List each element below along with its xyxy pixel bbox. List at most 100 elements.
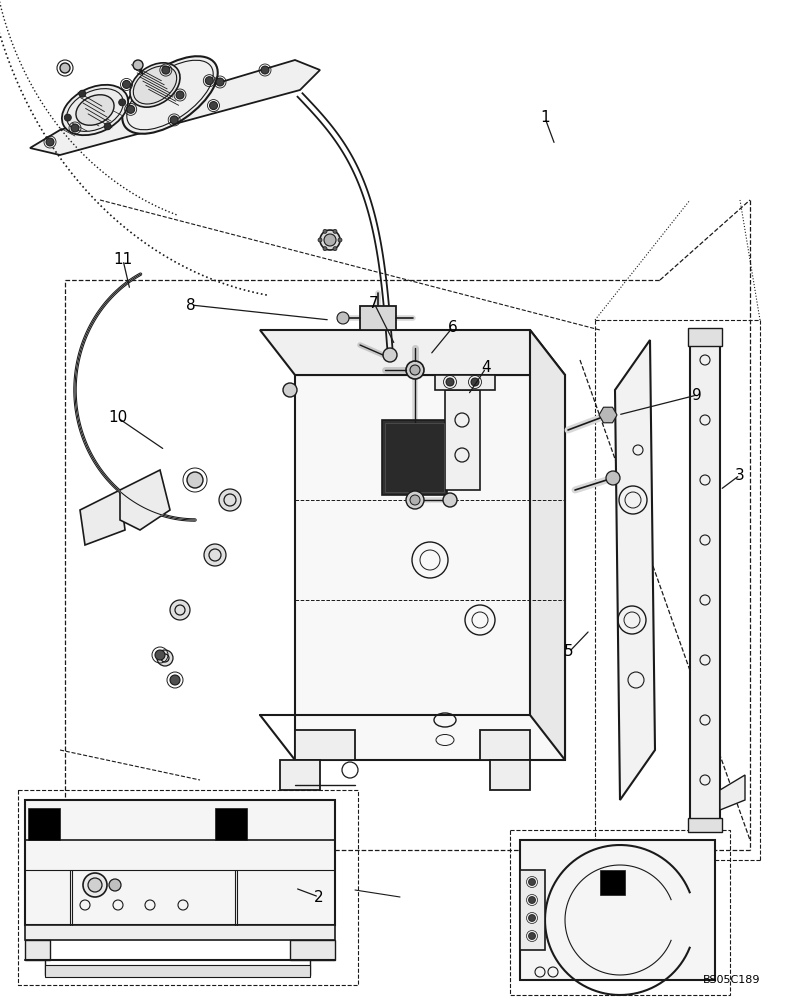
Circle shape — [324, 234, 336, 246]
Bar — [510, 830, 730, 995]
Circle shape — [64, 114, 72, 121]
Circle shape — [157, 650, 173, 666]
Circle shape — [205, 77, 213, 85]
Circle shape — [170, 600, 190, 620]
Polygon shape — [435, 375, 495, 390]
Text: 9: 9 — [693, 387, 702, 402]
Circle shape — [204, 544, 226, 566]
Text: 3: 3 — [736, 468, 745, 483]
Bar — [25, 925, 335, 940]
Circle shape — [209, 102, 217, 110]
Polygon shape — [295, 375, 565, 760]
Bar — [385, 423, 444, 492]
Ellipse shape — [76, 95, 114, 125]
Circle shape — [46, 138, 54, 146]
Polygon shape — [615, 340, 655, 800]
Circle shape — [127, 105, 135, 113]
Bar — [18, 790, 358, 985]
Bar — [25, 800, 335, 925]
Circle shape — [471, 378, 479, 386]
Polygon shape — [490, 760, 530, 790]
Circle shape — [333, 247, 337, 251]
Circle shape — [323, 229, 327, 233]
Circle shape — [162, 66, 170, 74]
Circle shape — [529, 932, 536, 940]
Circle shape — [187, 472, 203, 488]
Circle shape — [323, 247, 327, 251]
Bar — [290, 940, 335, 960]
Circle shape — [133, 60, 143, 70]
Circle shape — [109, 879, 121, 891]
Circle shape — [320, 230, 340, 250]
Text: BS05C189: BS05C189 — [703, 975, 760, 985]
Text: 1: 1 — [540, 110, 550, 125]
Polygon shape — [445, 390, 480, 490]
Polygon shape — [480, 730, 530, 760]
Polygon shape — [720, 775, 745, 810]
Polygon shape — [260, 330, 565, 375]
Bar — [382, 420, 447, 495]
Circle shape — [337, 312, 349, 324]
Circle shape — [170, 675, 180, 685]
Circle shape — [283, 383, 297, 397]
Circle shape — [446, 378, 454, 386]
Bar — [520, 840, 715, 980]
Circle shape — [529, 879, 536, 886]
Ellipse shape — [133, 66, 177, 104]
Bar — [520, 870, 545, 950]
Circle shape — [443, 493, 457, 507]
Ellipse shape — [123, 56, 218, 134]
Bar — [45, 965, 310, 977]
Circle shape — [318, 238, 322, 242]
Polygon shape — [30, 60, 320, 155]
Circle shape — [338, 238, 342, 242]
Text: 4: 4 — [482, 360, 491, 375]
Circle shape — [410, 495, 420, 505]
Polygon shape — [599, 407, 617, 423]
Circle shape — [406, 361, 424, 379]
Circle shape — [410, 365, 420, 375]
Circle shape — [155, 650, 165, 660]
Circle shape — [119, 99, 126, 106]
Polygon shape — [530, 330, 565, 760]
Circle shape — [601, 408, 615, 422]
Circle shape — [88, 878, 102, 892]
Polygon shape — [690, 330, 720, 820]
Circle shape — [333, 229, 337, 233]
Text: 5: 5 — [564, 645, 574, 660]
Text: 11: 11 — [113, 252, 133, 267]
Ellipse shape — [130, 63, 180, 107]
Polygon shape — [80, 490, 125, 545]
Polygon shape — [360, 306, 396, 330]
Circle shape — [170, 116, 178, 124]
Text: 7: 7 — [369, 296, 379, 310]
Bar — [688, 818, 722, 832]
Circle shape — [104, 123, 111, 130]
Circle shape — [83, 873, 107, 897]
Polygon shape — [295, 730, 355, 760]
Circle shape — [606, 471, 620, 485]
Polygon shape — [120, 470, 170, 530]
Circle shape — [60, 63, 70, 73]
Circle shape — [383, 348, 397, 362]
Text: 8: 8 — [186, 298, 196, 312]
Bar — [25, 940, 50, 960]
Circle shape — [219, 489, 241, 511]
Circle shape — [216, 78, 224, 86]
Bar — [688, 328, 722, 346]
Circle shape — [71, 124, 79, 132]
Circle shape — [79, 90, 86, 97]
Polygon shape — [280, 760, 320, 790]
Bar — [28, 808, 60, 840]
Circle shape — [406, 491, 424, 509]
Text: 6: 6 — [448, 320, 458, 334]
Bar — [215, 808, 247, 840]
Circle shape — [529, 914, 536, 922]
Bar — [600, 870, 625, 895]
Ellipse shape — [62, 85, 128, 135]
Circle shape — [176, 91, 184, 99]
Circle shape — [529, 896, 536, 904]
Circle shape — [123, 80, 131, 88]
Text: 2: 2 — [314, 890, 324, 904]
Circle shape — [261, 66, 269, 74]
